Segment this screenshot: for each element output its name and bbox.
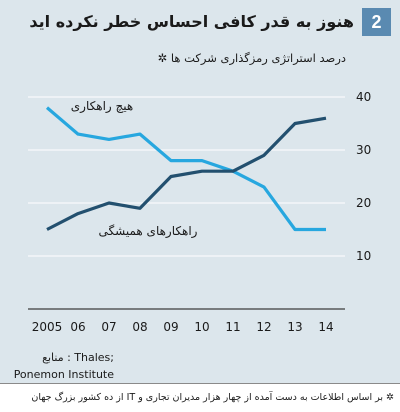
x-tick-label: 13 xyxy=(287,320,302,334)
series-label: راهکارهای همیشگی xyxy=(99,224,198,239)
y-tick-label: 10 xyxy=(356,249,371,263)
series-labels: هیچ راهکاری راهکارهای همیشگی xyxy=(71,99,198,239)
chart-title: هنوز به قدر کافی احساس خطر نکرده اید xyxy=(29,12,354,31)
gridlines xyxy=(28,96,345,257)
x-tick-label: 2005 xyxy=(32,320,63,334)
chart-panel-background xyxy=(0,0,400,383)
source-line: Ponemon Institute xyxy=(13,368,114,381)
series-label: هیچ راهکاری xyxy=(71,99,133,114)
x-tick-label: 14 xyxy=(318,320,333,334)
x-tick-label: 07 xyxy=(101,320,116,334)
line-chart-plot: 10 20 30 40 2005 06 07 08 09 10 11 12 13 14 هیچ راهکا… xyxy=(28,90,371,334)
series-line xyxy=(45,106,326,232)
footnote-bar: ✲ بر اساس اطلاعات به دست آمده از چهار هز… xyxy=(0,383,400,412)
footnote: ✲ بر اساس اطلاعات به دست آمده از چهار هز… xyxy=(31,392,394,403)
axes: 10 20 30 40 2005 06 07 08 09 10 11 12 13 14 xyxy=(28,90,371,334)
source-line: منابع : Thales; xyxy=(42,351,114,364)
y-tick-label: 40 xyxy=(356,90,371,104)
source-note: منابع : Thales; Ponemon Institute xyxy=(6,349,114,383)
x-tick-label: 06 xyxy=(70,320,85,334)
x-tick-label: 11 xyxy=(225,320,240,334)
chart-subtitle: درصد استراتژی رمزگذاری شرکت ها ✲ xyxy=(157,51,346,65)
series-line xyxy=(46,116,327,231)
y-tick-label: 20 xyxy=(356,196,371,210)
chart-number-badge: 2 xyxy=(362,8,391,36)
x-tick-label: 09 xyxy=(163,320,178,334)
series-lines xyxy=(45,106,327,232)
x-tick-label: 12 xyxy=(256,320,271,334)
x-tick-label: 08 xyxy=(132,320,147,334)
x-tick-label: 10 xyxy=(194,320,209,334)
y-tick-label: 30 xyxy=(356,143,371,157)
